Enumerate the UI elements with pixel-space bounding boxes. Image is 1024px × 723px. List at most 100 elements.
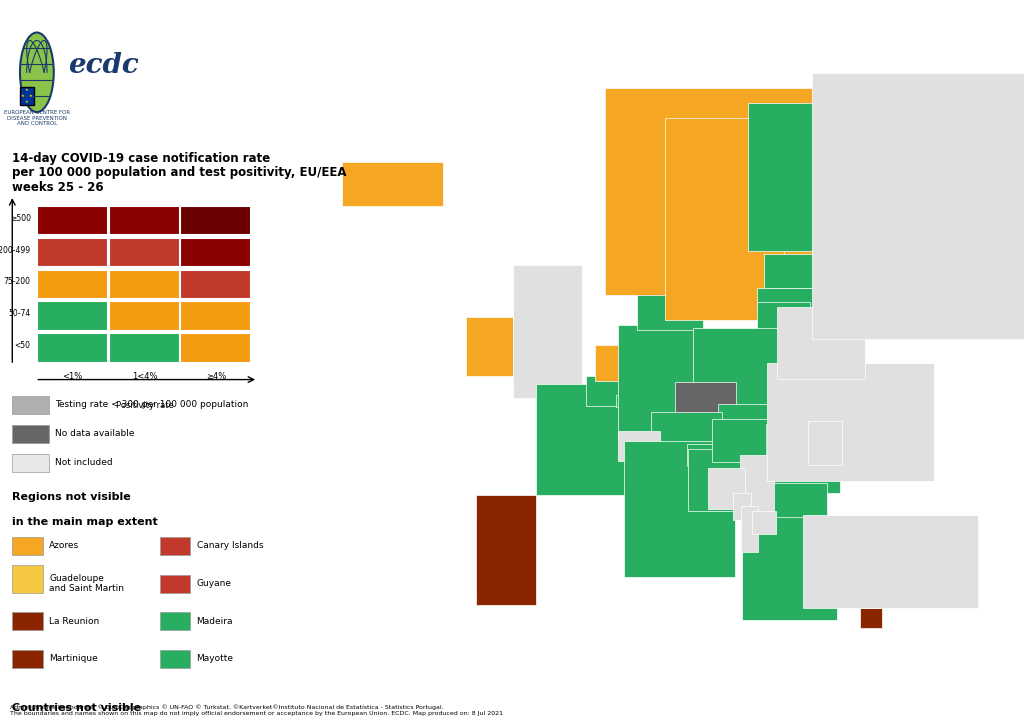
Polygon shape (767, 363, 934, 482)
Polygon shape (475, 517, 506, 591)
Text: ★: ★ (25, 100, 29, 103)
Text: Regions not visible: Regions not visible (12, 492, 131, 502)
Text: Not included: Not included (55, 458, 113, 467)
Text: 75-200: 75-200 (4, 278, 31, 286)
FancyBboxPatch shape (180, 301, 250, 330)
Polygon shape (595, 346, 630, 381)
Polygon shape (757, 288, 823, 315)
Polygon shape (718, 404, 771, 432)
Polygon shape (808, 421, 842, 465)
Text: La Reunion: La Reunion (49, 617, 99, 625)
Text: Azores: Azores (49, 542, 79, 550)
FancyBboxPatch shape (12, 650, 43, 668)
FancyBboxPatch shape (160, 650, 190, 668)
Text: <50: <50 (14, 341, 31, 350)
Polygon shape (665, 118, 784, 320)
FancyBboxPatch shape (37, 238, 106, 266)
Polygon shape (757, 302, 810, 339)
FancyBboxPatch shape (180, 238, 250, 266)
Polygon shape (342, 162, 443, 206)
FancyBboxPatch shape (109, 206, 178, 234)
Text: 50-74: 50-74 (8, 309, 31, 318)
Circle shape (19, 33, 53, 112)
Polygon shape (687, 444, 716, 466)
FancyBboxPatch shape (37, 270, 106, 298)
Polygon shape (637, 283, 703, 330)
Polygon shape (586, 376, 623, 406)
FancyBboxPatch shape (109, 301, 178, 330)
Text: ★: ★ (29, 94, 33, 98)
Text: ★: ★ (22, 94, 25, 98)
Polygon shape (475, 495, 536, 605)
Polygon shape (803, 515, 978, 608)
Text: Administrative boundaries: © EuroGeographics © UN-FAO © Turkstat. ©Kartverket©In: Administrative boundaries: © EuroGeograp… (10, 704, 503, 716)
Text: weeks 25 - 26: weeks 25 - 26 (12, 181, 103, 194)
Text: Countries not visible: Countries not visible (12, 703, 141, 714)
Polygon shape (733, 493, 752, 520)
Text: <1%: <1% (62, 372, 83, 381)
Text: per 100 000 population and test positivity, EU/EEA: per 100 000 population and test positivi… (12, 166, 347, 179)
Text: in the main map extent: in the main map extent (12, 517, 158, 527)
Text: ecdc: ecdc (68, 51, 138, 79)
Polygon shape (675, 382, 736, 419)
Text: Guyane: Guyane (197, 579, 231, 588)
Polygon shape (860, 608, 882, 628)
Text: 14-day COVID-19 case notification rate: 14-day COVID-19 case notification rate (12, 152, 270, 165)
Text: Madeira: Madeira (197, 617, 233, 625)
FancyBboxPatch shape (37, 301, 106, 330)
Text: EUROPEAN CENTRE FOR
DISEASE PREVENTION
AND CONTROL: EUROPEAN CENTRE FOR DISEASE PREVENTION A… (4, 110, 70, 127)
Text: ★: ★ (25, 88, 29, 92)
Text: Testing rate < 300 per 100 000 population: Testing rate < 300 per 100 000 populatio… (55, 401, 249, 409)
FancyBboxPatch shape (37, 333, 106, 362)
Polygon shape (766, 424, 840, 493)
Polygon shape (618, 325, 701, 438)
Polygon shape (617, 431, 660, 461)
Polygon shape (740, 455, 774, 514)
Polygon shape (764, 254, 823, 288)
Polygon shape (741, 506, 758, 552)
Text: Canary Islands: Canary Islands (197, 542, 263, 550)
FancyBboxPatch shape (12, 537, 43, 555)
Polygon shape (688, 449, 743, 510)
Text: Martinique: Martinique (49, 654, 98, 663)
Text: >200-499: >200-499 (0, 246, 31, 254)
FancyBboxPatch shape (180, 270, 250, 298)
FancyBboxPatch shape (12, 565, 43, 593)
FancyBboxPatch shape (180, 333, 250, 362)
Polygon shape (748, 103, 849, 251)
Polygon shape (624, 441, 734, 577)
Text: Mayotte: Mayotte (197, 654, 233, 663)
Polygon shape (513, 265, 582, 398)
FancyBboxPatch shape (160, 612, 190, 630)
FancyBboxPatch shape (20, 87, 34, 105)
Text: ≥500: ≥500 (9, 214, 31, 223)
Text: ≥4%: ≥4% (206, 372, 226, 381)
Polygon shape (604, 88, 849, 295)
Polygon shape (777, 307, 865, 380)
Polygon shape (712, 419, 774, 462)
Polygon shape (651, 412, 722, 452)
FancyBboxPatch shape (109, 333, 178, 362)
FancyBboxPatch shape (12, 612, 43, 630)
Polygon shape (467, 317, 513, 376)
Polygon shape (615, 395, 623, 407)
Text: No data available: No data available (55, 429, 135, 438)
Polygon shape (752, 510, 776, 534)
FancyBboxPatch shape (109, 270, 178, 298)
FancyBboxPatch shape (12, 425, 49, 443)
FancyBboxPatch shape (37, 206, 106, 234)
Polygon shape (770, 483, 826, 529)
Polygon shape (536, 384, 637, 495)
FancyBboxPatch shape (109, 238, 178, 266)
Polygon shape (742, 517, 837, 620)
Text: 1<4%: 1<4% (132, 372, 157, 381)
Polygon shape (812, 73, 1024, 339)
Text: Guadeloupe
and Saint Martin: Guadeloupe and Saint Martin (49, 574, 124, 593)
FancyBboxPatch shape (160, 575, 190, 593)
Polygon shape (693, 328, 786, 414)
FancyBboxPatch shape (180, 206, 250, 234)
FancyBboxPatch shape (12, 396, 49, 414)
FancyBboxPatch shape (160, 537, 190, 555)
Text: Positivity rate: Positivity rate (116, 401, 173, 410)
Polygon shape (708, 468, 744, 509)
